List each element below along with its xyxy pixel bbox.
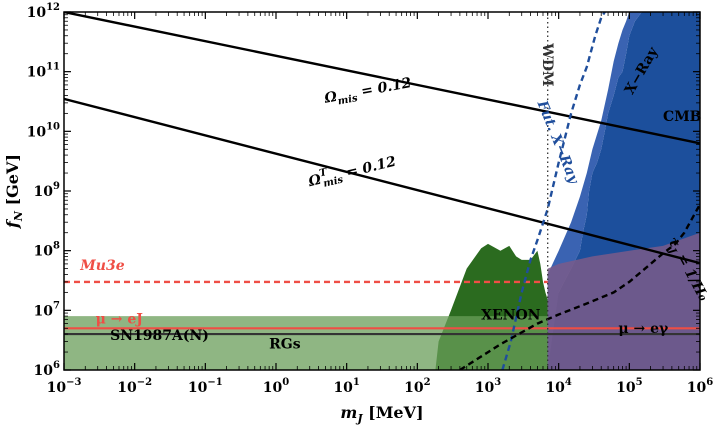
x-tick-label: 101 [333,377,359,396]
x-tick-label: 10−1 [188,377,223,396]
y-tick-label: 107 [34,300,60,319]
curves-layer [64,12,700,370]
horizontal-lines-layer [64,327,700,336]
curve-1 [64,97,700,265]
x-tick-label: 10−2 [117,377,152,396]
y-tick-label: 108 [34,241,60,260]
ticks-layer: 10−3 10−2 10−1 100 101 102 103 104 105 106 106 107 1… [27,2,714,396]
curve-label-5: WDM [539,42,555,86]
x-tick-label: 10−3 [47,377,82,396]
region-label-4: μ → eγ [618,321,669,337]
x-tick-label: 105 [616,377,642,396]
region-label-2: μ → eJ [96,312,144,328]
y-tick-label: 1010 [27,121,60,140]
x-axis-label: mJ [MeV] [340,403,423,425]
x-tick-label: 100 [263,377,289,396]
x-tick-label: 102 [404,377,430,396]
y-tick-label: 1011 [27,62,60,81]
x-tick-label: 103 [475,377,501,396]
curve-label-3: Fut. X−Ray [533,97,581,186]
curve-label-2: Mu3e [79,258,124,274]
y-tick-label: 109 [34,181,60,200]
x-tick-label: 104 [545,377,571,396]
region-label-1: SN1987A(N) [110,328,209,344]
curve-0 [64,12,700,145]
region-label-5: CMB [663,109,702,125]
curve-label-1: ΩTmis = 0.12 [305,151,398,194]
y-axis-label: fN [GeV] [3,154,25,229]
y-tick-label: 106 [34,360,60,379]
curve-3 [501,12,606,370]
curve-4 [459,203,700,370]
region-label-0: RGs [269,336,301,352]
curve-label-0: Ωmis = 0.12 [322,75,413,110]
excluded-region-3 [64,316,548,370]
y-tick-label: 1012 [27,2,60,21]
region-label-3: XENON [481,308,541,324]
regions-layer [64,12,700,370]
excluded-region-4 [547,232,700,370]
x-tick-label: 106 [687,377,713,396]
